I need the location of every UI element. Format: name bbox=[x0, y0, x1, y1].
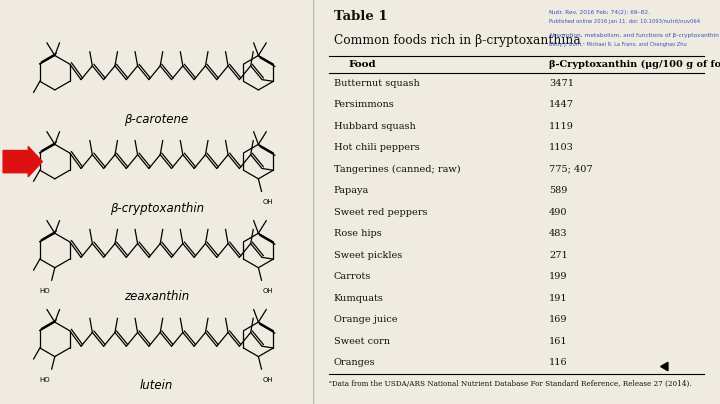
Text: lutein: lutein bbox=[140, 379, 174, 392]
Text: Hot chili peppers: Hot chili peppers bbox=[333, 143, 419, 152]
Text: β-carotene: β-carotene bbox=[125, 113, 189, 126]
Text: 116: 116 bbox=[549, 358, 568, 368]
Text: 199: 199 bbox=[549, 272, 567, 282]
Text: zeaxanthin: zeaxanthin bbox=[124, 290, 189, 303]
Text: 775; 407: 775; 407 bbox=[549, 165, 593, 174]
Text: Common foods rich in β-cryptoxanthina: Common foods rich in β-cryptoxanthina bbox=[333, 34, 580, 47]
Text: Absorption, metabolism, and functions of β-cryptoxanthin: Absorption, metabolism, and functions of… bbox=[549, 33, 719, 38]
Text: Papaya: Papaya bbox=[333, 187, 369, 196]
Text: Hubbard squash: Hubbard squash bbox=[333, 122, 415, 131]
Text: Sweet corn: Sweet corn bbox=[333, 337, 390, 346]
Text: 169: 169 bbox=[549, 316, 567, 324]
Text: Sweet pickles: Sweet pickles bbox=[333, 251, 402, 260]
Text: Orange juice: Orange juice bbox=[333, 316, 397, 324]
Text: Persimmons: Persimmons bbox=[333, 101, 395, 109]
Text: Published online 2016 Jan 11. doi: 10.1093/nutrit/nuv064: Published online 2016 Jan 11. doi: 10.10… bbox=[549, 19, 701, 24]
Text: 1119: 1119 bbox=[549, 122, 574, 131]
Text: 589: 589 bbox=[549, 187, 567, 196]
Text: Food: Food bbox=[348, 60, 376, 69]
Text: 3471: 3471 bbox=[549, 79, 574, 88]
Text: OH: OH bbox=[263, 377, 274, 383]
Text: Kumquats: Kumquats bbox=[333, 294, 384, 303]
Text: 191: 191 bbox=[549, 294, 568, 303]
Text: 1447: 1447 bbox=[549, 101, 574, 109]
Text: HO: HO bbox=[40, 377, 50, 383]
Text: HO: HO bbox=[40, 288, 50, 294]
Text: Sweet red peppers: Sweet red peppers bbox=[333, 208, 427, 217]
Text: Nutr. Rev. 2016 Feb; 74(2): 69–82.: Nutr. Rev. 2016 Feb; 74(2): 69–82. bbox=[549, 10, 650, 15]
Text: Oranges: Oranges bbox=[333, 358, 375, 368]
Text: 490: 490 bbox=[549, 208, 567, 217]
Text: Carrots: Carrots bbox=[333, 272, 371, 282]
Text: OH: OH bbox=[263, 288, 274, 294]
FancyArrow shape bbox=[3, 147, 42, 177]
Text: Rose hips: Rose hips bbox=[333, 229, 382, 238]
Text: ᵃData from the USDA/ARS National Nutrient Database For Standard Reference, Relea: ᵃData from the USDA/ARS National Nutrien… bbox=[330, 380, 692, 388]
Text: 161: 161 bbox=[549, 337, 568, 346]
Text: β-cryptoxanthin: β-cryptoxanthin bbox=[109, 202, 204, 215]
Text: Betty J. Burri,² Michael R. La Frano, and Chenghao Zhu: Betty J. Burri,² Michael R. La Frano, an… bbox=[549, 42, 687, 47]
Text: Butternut squash: Butternut squash bbox=[333, 79, 419, 88]
Text: β-Cryptoxanthin (μg/100 g of food): β-Cryptoxanthin (μg/100 g of food) bbox=[549, 60, 720, 69]
Text: 271: 271 bbox=[549, 251, 568, 260]
Text: Tangerines (canned; raw): Tangerines (canned; raw) bbox=[333, 165, 460, 174]
Text: Table 1: Table 1 bbox=[333, 10, 387, 23]
Text: 1103: 1103 bbox=[549, 143, 574, 152]
Text: 483: 483 bbox=[549, 229, 568, 238]
Text: OH: OH bbox=[263, 199, 274, 205]
